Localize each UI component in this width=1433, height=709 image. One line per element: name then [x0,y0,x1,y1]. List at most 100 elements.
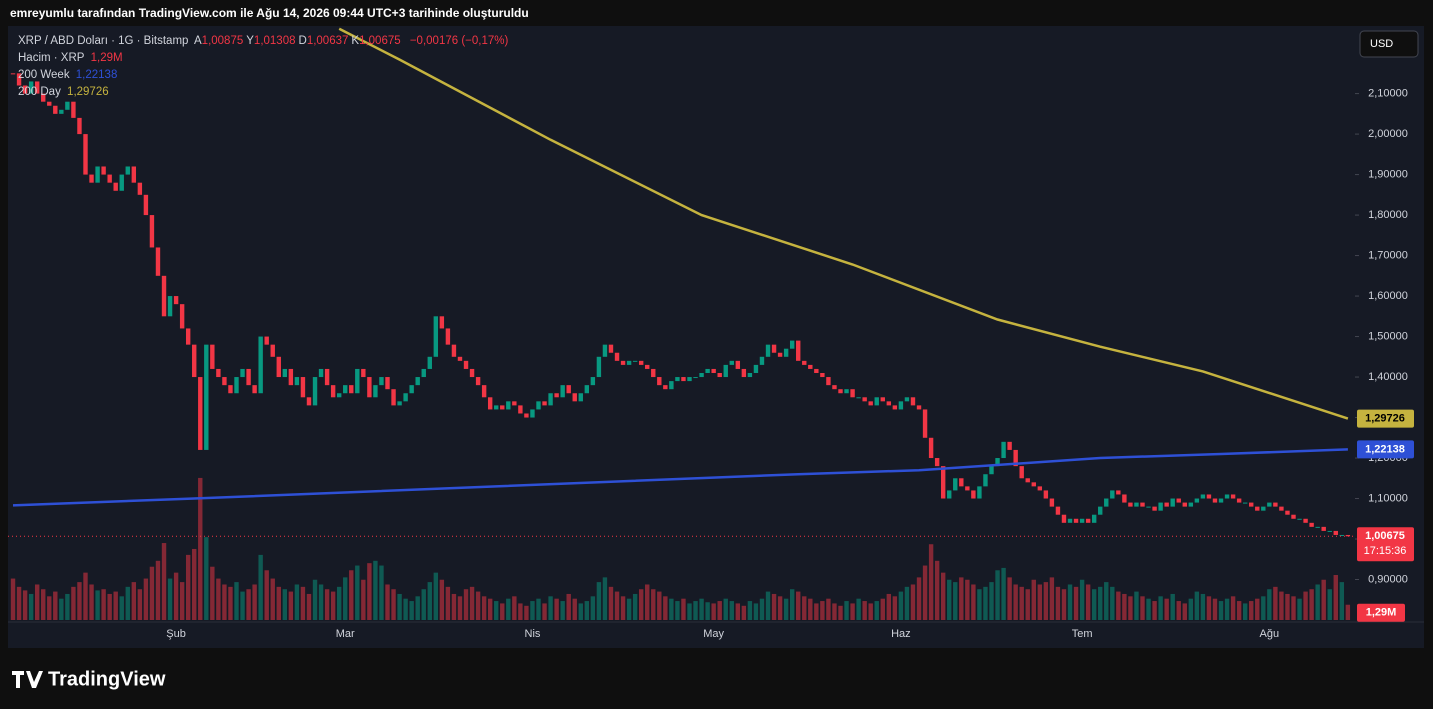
volume-bar [216,578,221,620]
volume-bar [125,586,130,620]
volume-bar [252,584,257,620]
candle [451,344,457,357]
volume-bar [1152,601,1157,620]
candle [699,372,704,378]
candle [445,328,451,345]
candle [1194,498,1200,503]
volume-bar [343,577,348,620]
volume-bar [131,582,137,620]
candle [258,336,263,394]
volume-bar [789,589,795,620]
currency-button[interactable] [1359,30,1419,58]
candle [1303,518,1308,523]
volume-bar [892,596,898,620]
volume-bar [669,598,674,620]
candle [1321,526,1326,531]
candle [379,377,384,386]
candle [264,336,269,345]
candle [1261,506,1266,511]
volume-bar [566,593,571,620]
candle [777,352,783,357]
candle [1055,506,1061,515]
volume-bar [409,601,414,620]
volume-bar [1110,586,1115,620]
volume-bar [113,591,118,620]
volume-bar [578,603,583,620]
volume-bar [524,605,529,620]
volume-bar [1025,589,1030,620]
volume-bar [1206,596,1212,620]
volume-bar [1104,582,1109,620]
volume-bar [403,598,408,620]
volume-bar [439,579,445,620]
volume-bar [995,570,1000,620]
candle [228,385,233,394]
candle [1043,490,1049,499]
candle [1116,490,1121,495]
volume-bar [294,584,300,620]
volume-bar [161,543,167,620]
volume-bar [820,601,825,620]
ohlc-value: 1,00637 [306,35,349,47]
candle [536,401,541,410]
volume-bar [155,560,161,620]
candle [759,356,765,365]
volume-bar [608,586,614,620]
volume-bar [391,589,396,620]
candle [1188,502,1194,507]
volume-bar [1055,586,1061,620]
candle [663,385,668,390]
candle [1025,478,1030,483]
x-tick-label: Mar [336,628,355,640]
candle [1176,498,1181,503]
volume-bar [1001,567,1006,620]
candle [409,385,414,394]
volume-bar [1158,596,1163,620]
candle [494,405,499,410]
volume-bar [258,554,263,620]
ohlc-key: Y [246,35,254,47]
currency: USD [1370,38,1393,50]
candle [294,377,300,386]
candle [1345,534,1351,537]
volume-bar [693,601,698,620]
candle [22,85,28,94]
candle [669,381,674,390]
volume-bar [675,601,680,620]
candle [1019,466,1024,479]
candle [1327,530,1332,532]
volume-bar [143,578,149,620]
volume-bar [783,598,789,620]
y-tick-label: 1,50000 [1368,330,1408,342]
candle [820,372,825,378]
candle [1249,502,1254,507]
candle [826,377,831,386]
candle [1001,441,1006,459]
candle [735,360,741,369]
volume-bar [1339,582,1345,620]
candle [965,486,970,491]
volume-bar [808,598,813,620]
candle [554,393,559,398]
candle [530,409,535,418]
volume-bar [898,591,904,620]
volume-bar [373,560,378,620]
volume-bar [880,598,885,620]
volume-bar [1146,598,1151,620]
volume-bar [729,601,734,620]
volume-bar [397,593,402,620]
candle [336,393,342,398]
volume-bar [777,596,783,620]
candle [101,166,106,175]
volume-bar [300,586,306,620]
candle [179,304,185,329]
candle [131,166,137,183]
y-tick-label: 1,10000 [1368,492,1408,504]
x-tick-label: Nis [525,628,541,640]
volume-bar [137,589,143,620]
candle [276,356,281,378]
candle [814,368,819,373]
logo-mark [12,671,43,688]
candle [971,490,976,499]
volume-bar [427,582,432,620]
